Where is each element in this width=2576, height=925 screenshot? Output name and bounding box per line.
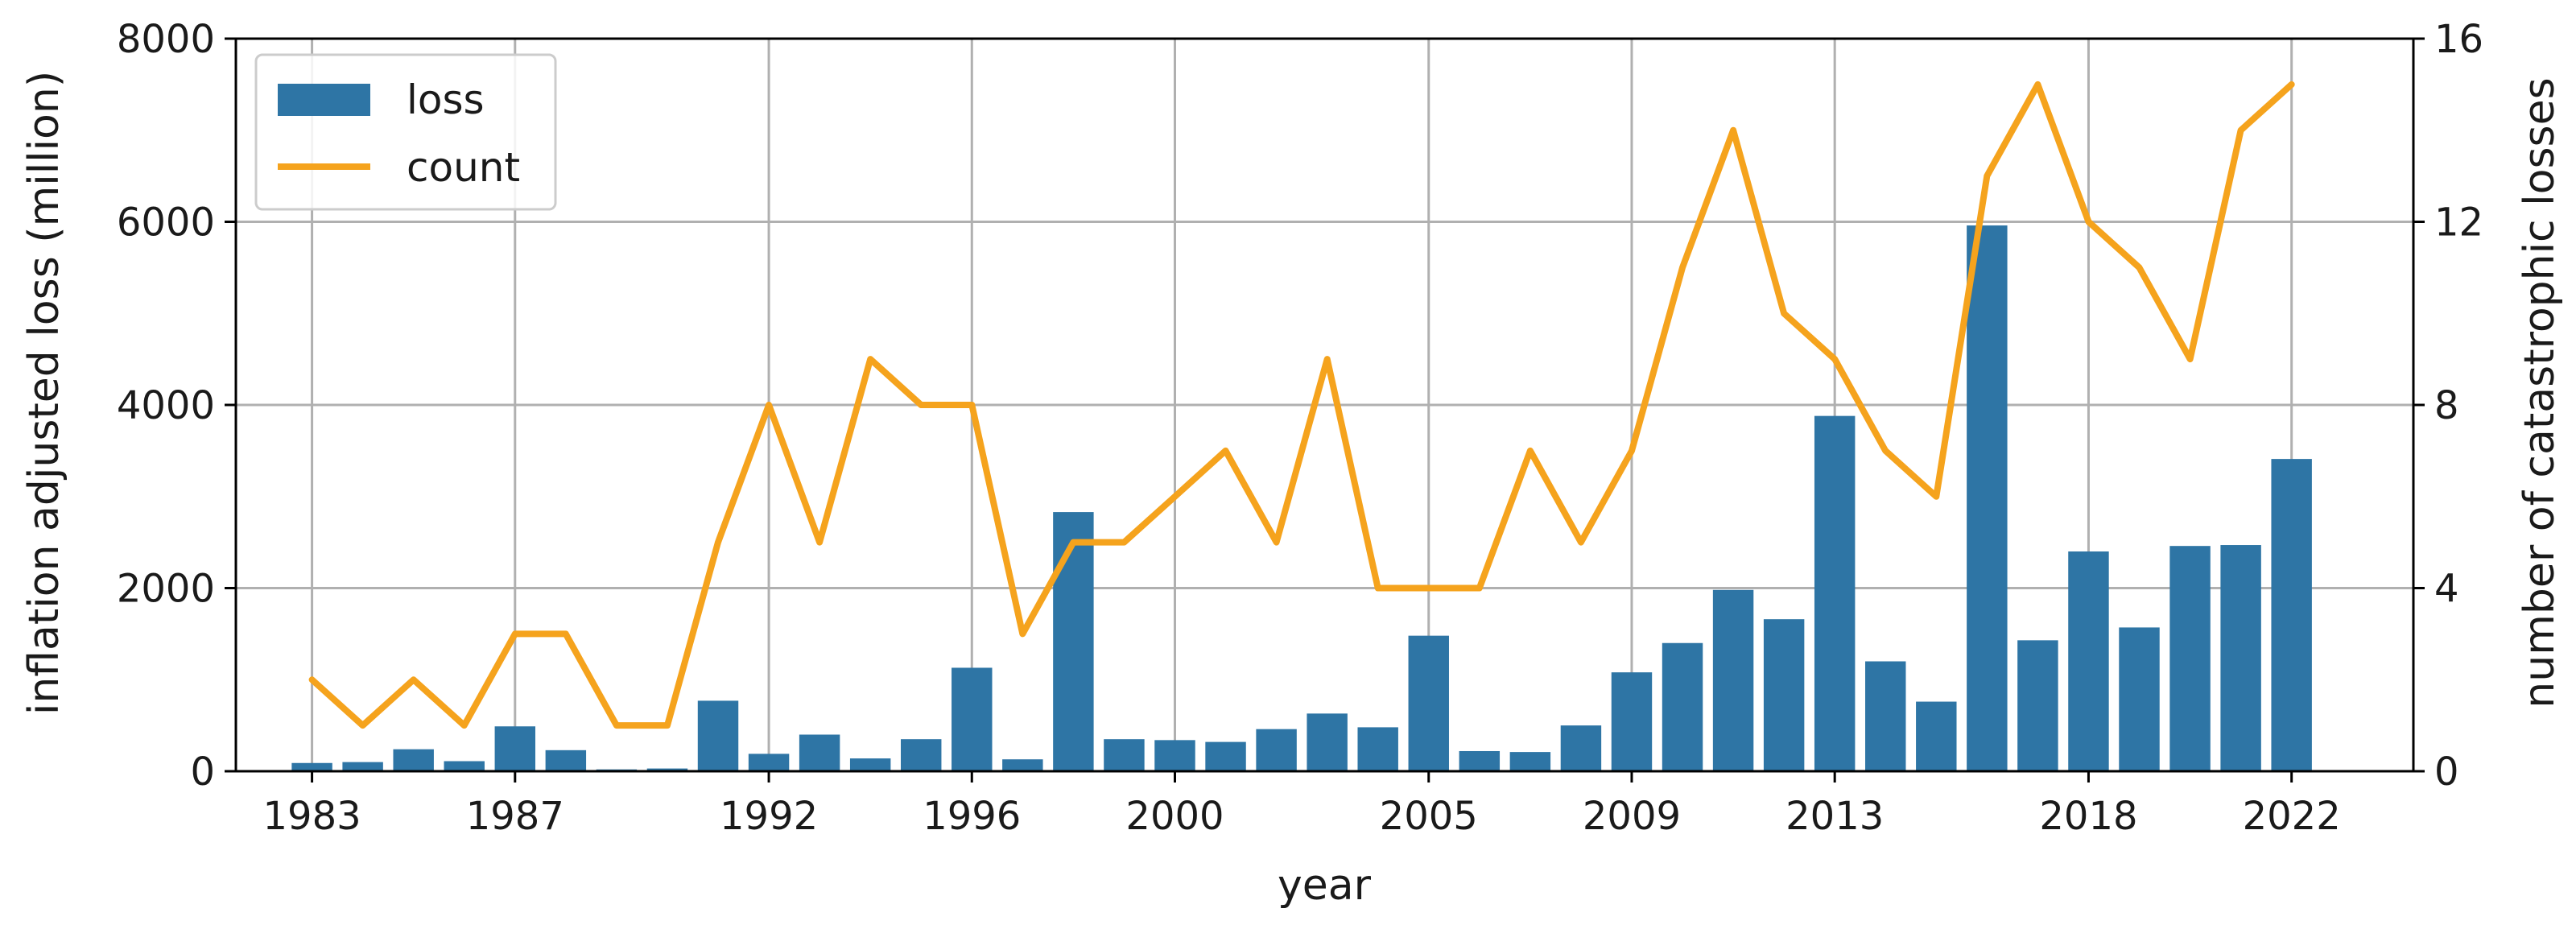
y2-tick-label: 0 [2434, 749, 2459, 795]
legend-label-count: count [407, 144, 520, 191]
loss-bar [1002, 759, 1043, 771]
loss-bar [393, 749, 434, 771]
loss-bar [2220, 545, 2261, 771]
x-tick-label: 2009 [1583, 794, 1681, 839]
loss-bar [1307, 713, 1348, 771]
loss-bar [494, 726, 536, 771]
loss-bar [1967, 225, 2008, 771]
loss-bar [1053, 512, 1094, 771]
y-tick-label: 8000 [117, 17, 215, 62]
loss-bars [291, 225, 2312, 771]
y2-tick-label: 8 [2434, 383, 2459, 428]
y2-tick-label: 16 [2434, 17, 2483, 62]
y-tick-label: 0 [190, 749, 215, 795]
loss-bar [1814, 415, 1856, 771]
loss-bar [952, 667, 993, 771]
loss-bar [849, 758, 891, 771]
legend: loss count [254, 53, 557, 211]
x-tick-label: 1983 [263, 794, 361, 839]
loss-bar [1712, 589, 1754, 771]
x-axis-label: year [1278, 861, 1372, 910]
loss-bar [1104, 739, 1145, 771]
x-tick-label: 2022 [2243, 794, 2341, 839]
loss-bar [1763, 619, 1805, 771]
y-tick-label: 2000 [117, 567, 215, 612]
loss-bar [1560, 725, 1602, 771]
ticks: 1983 1987 1992 1996 2000 2005 2009 2013 2018 2022… [117, 17, 2483, 839]
loss-bar [1408, 635, 1449, 771]
loss-bar [545, 749, 587, 771]
loss-bar [342, 762, 383, 771]
loss-bar [1256, 729, 1297, 771]
x-tick-label: 1987 [466, 794, 564, 839]
y-tick-label: 6000 [117, 200, 215, 246]
y2-tick-label: 4 [2434, 567, 2459, 612]
count-line [308, 81, 2295, 729]
loss-bar [1459, 750, 1501, 771]
loss-bar [1357, 727, 1398, 771]
loss-bar [646, 768, 688, 771]
loss-bar [444, 761, 485, 771]
loss-bar [697, 700, 739, 771]
loss-bar [2017, 640, 2058, 771]
legend-swatch-loss [278, 84, 370, 116]
x-tick-label: 2013 [1785, 794, 1884, 839]
loss-bar [901, 739, 942, 771]
legend-label-loss: loss [407, 76, 485, 123]
x-tick-label: 1996 [923, 794, 1021, 839]
loss-bar [2271, 459, 2312, 771]
y-axis-label: inflation adjusted loss (million) [20, 71, 68, 715]
loss-bar [1916, 701, 1957, 771]
y2-tick-label: 12 [2434, 200, 2483, 246]
x-tick-label: 1992 [720, 794, 818, 839]
x-tick-label: 2000 [1125, 794, 1224, 839]
y2-axis-label: number of catastrophic losses [2516, 77, 2564, 708]
loss-bar [2119, 627, 2160, 771]
loss-bar [799, 734, 840, 771]
loss-bar [1611, 672, 1653, 771]
loss-bar [1509, 752, 1551, 771]
loss-bar [1865, 661, 1906, 771]
loss-bar [291, 762, 332, 771]
loss-bar [1154, 740, 1195, 771]
loss-bar [1662, 642, 1703, 771]
loss-bar [1205, 741, 1246, 771]
loss-bar [748, 754, 790, 771]
x-tick-label: 2018 [2039, 794, 2137, 839]
loss-bar [2169, 546, 2211, 771]
loss-bar [2068, 551, 2109, 771]
x-tick-label: 2005 [1380, 794, 1478, 839]
count-line-layer [308, 81, 2295, 729]
y-tick-label: 4000 [117, 383, 215, 428]
